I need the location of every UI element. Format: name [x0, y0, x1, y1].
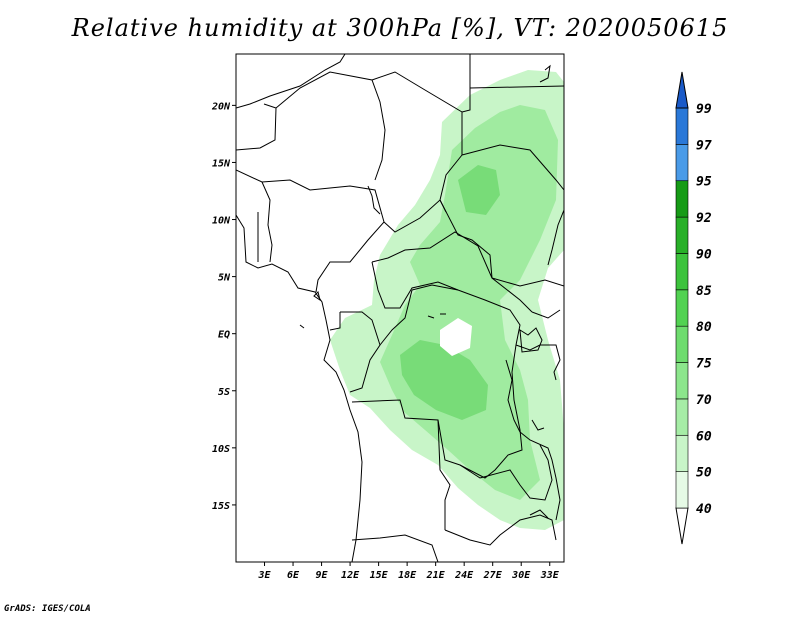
humidity-area-strong: [458, 165, 500, 215]
lon-tick-label: 12E: [341, 570, 360, 581]
colorbar-label: 60: [696, 429, 712, 444]
colorbar-label: 85: [696, 284, 712, 299]
lon-tick-label: 9E: [316, 570, 329, 581]
lat-tick-label: 15S: [212, 501, 230, 512]
colorbar-segment: [675, 471, 689, 509]
colorbar-label: 40: [696, 502, 712, 517]
colorbar-segment: [675, 180, 689, 218]
map-title: Relative humidity at 300hPa [%], VT: 202…: [71, 14, 729, 42]
humidity-dry-patch: [440, 318, 472, 356]
lat-tick-label: 20N: [211, 101, 231, 112]
colorbar-label: 95: [696, 175, 712, 190]
colorbar-segment: [675, 325, 689, 363]
colorbar-label: 90: [696, 247, 712, 262]
lon-tick-label: 6E: [287, 570, 300, 581]
lat-tick-label: 15N: [212, 158, 231, 169]
colorbar-segment: [675, 434, 689, 472]
colorbar-segment: [675, 253, 689, 291]
colorbar-low-arrow: [675, 507, 689, 545]
grads-credit: GrADS: IGES/COLA: [4, 604, 91, 614]
colorbar-high-arrow: [675, 71, 689, 109]
colorbar-label: 80: [696, 320, 712, 335]
colorbar-label: 70: [696, 393, 712, 408]
colorbar-segment: [675, 144, 689, 182]
colorbar-segment: [675, 107, 689, 145]
colorbar-segment: [675, 289, 689, 327]
colorbar-label: 75: [696, 357, 712, 372]
lon-tick-label: 18E: [398, 570, 417, 581]
lat-tick-label: 5N: [218, 273, 231, 284]
colorbar-label: 92: [696, 211, 712, 226]
humidity-shading: [330, 70, 564, 530]
humidity-area-strong: [400, 340, 488, 420]
lon-tick-label: 24E: [454, 570, 474, 581]
map-frame: [235, 53, 565, 563]
colorbar-segment: [675, 398, 689, 436]
colorbar-label: 97: [696, 138, 712, 153]
colorbar: 40 50 60 70 75 80 85 90 92 95 97 99: [675, 71, 712, 545]
lat-tick-label: 10S: [212, 444, 230, 455]
colorbar-label: 99: [696, 102, 712, 117]
lat-tick-label: 10N: [212, 216, 231, 227]
colorbar-segment: [675, 216, 689, 254]
country-borders: [236, 54, 564, 562]
lon-tick-label: 30E: [511, 570, 531, 581]
lon-tick-label: 33E: [540, 570, 560, 581]
lon-tick-label: 15E: [370, 570, 389, 581]
lon-tick-label: 3E: [257, 570, 271, 581]
lon-tick-label: 21E: [426, 570, 446, 581]
colorbar-segment: [675, 362, 689, 400]
colorbar-label: 50: [696, 466, 712, 481]
longitude-axis: 3E 6E 9E 12E 15E 18E 21E 24E 27E 30E 33E: [257, 562, 560, 581]
lat-tick-label: EQ: [218, 330, 230, 341]
lon-tick-label: 27E: [483, 570, 503, 581]
lat-tick-label: 5S: [218, 387, 230, 398]
latitude-axis: 20N 15N 10N 5N EQ 5S 10S 15S: [211, 101, 236, 512]
